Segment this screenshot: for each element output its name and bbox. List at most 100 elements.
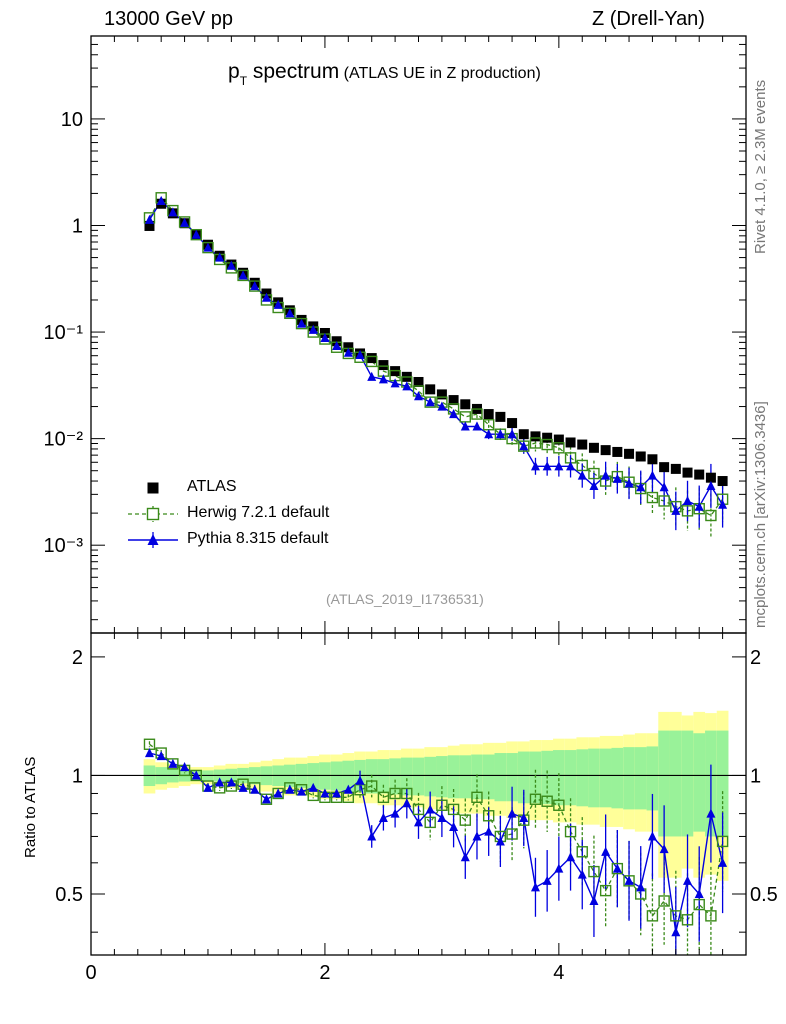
main-y-tick-label: 10⁻¹ [44, 322, 84, 344]
herwig-ratio-point [658, 895, 670, 907]
pythia-point [495, 429, 505, 439]
pythia-ratio-point [542, 875, 552, 885]
atlas-point [612, 446, 623, 457]
pythia-point [226, 260, 236, 270]
pythia-ratio-point [226, 777, 236, 787]
herwig-point [529, 437, 542, 449]
atlas-point [460, 399, 471, 410]
band-inner-bin [517, 751, 530, 804]
legend-pythia-marker [147, 534, 159, 545]
main-series-layer [143, 192, 729, 538]
herwig-point [658, 495, 670, 507]
pythia-point [414, 391, 423, 401]
pythia-point [694, 501, 704, 511]
band-inner-bin [564, 750, 577, 806]
pythia-ratio-point [437, 812, 447, 822]
atlas-point [565, 437, 576, 448]
band-inner-bin [646, 746, 659, 811]
atlas-point [577, 439, 588, 450]
ratio-ylabel: Ratio to ATLAS [22, 756, 39, 858]
legend-herwig-marker [146, 507, 160, 521]
herwig-ratio-point [366, 780, 378, 792]
pythia-ratio-point [647, 831, 657, 841]
pythia-point [343, 347, 353, 357]
pythia-point [647, 470, 657, 480]
pythia-ratio-point [624, 875, 634, 885]
pythia-ratio-point [566, 852, 576, 862]
herwig-point [178, 216, 191, 228]
main-y-tick-label: 10⁻³ [44, 535, 84, 557]
band-inner-bin [482, 754, 495, 800]
pythia-ratio-point [472, 831, 482, 841]
band-inner-bin [623, 747, 635, 810]
herwig-ratio-point [447, 803, 460, 816]
pythia-point [472, 421, 482, 431]
pythia-point [168, 207, 178, 217]
pythia-point [332, 340, 342, 351]
band-inner-bin [424, 756, 437, 797]
atlas-point [518, 429, 529, 440]
pythia-ratio-point [554, 863, 564, 873]
pythia-point [706, 480, 716, 490]
pythia-point [671, 505, 681, 515]
herwig-point [705, 509, 717, 522]
atlas-point [542, 432, 553, 443]
pythia-point [215, 252, 225, 262]
pythia-point [554, 461, 564, 471]
pythia-ratio-point [671, 927, 681, 937]
pythia-point [612, 473, 622, 483]
herwig-point [646, 491, 659, 504]
header-right: Z (Drell-Yan) [592, 8, 705, 30]
atlas-point [694, 469, 705, 480]
pythia-point [191, 229, 201, 239]
atlas-point [378, 360, 389, 371]
ratio-y-tick-label: 1 [72, 765, 83, 787]
herwig-ratio-point [412, 803, 425, 816]
pythia-ratio-point [308, 782, 318, 792]
legend-herwig: Herwig 7.2.1 default [187, 504, 330, 521]
herwig-ratio-point [705, 910, 717, 922]
band-inner-bin [494, 753, 507, 802]
atlas-point [483, 409, 494, 420]
atlas-point [600, 445, 611, 456]
herwig-ratio-point [564, 825, 577, 838]
herwig-ratio-point [553, 799, 565, 811]
header-left: 13000 GeV pp [104, 8, 233, 30]
atlas-point [588, 442, 599, 453]
pythia-ratio-point [659, 844, 669, 854]
atlas-point [717, 476, 728, 487]
herwig-point [471, 408, 483, 420]
pythia-ratio-point [390, 808, 400, 818]
band-inner-bin [669, 730, 682, 837]
pythia-ratio-point [343, 784, 353, 794]
herwig-line [148, 196, 724, 517]
pythia-point [683, 495, 693, 506]
pythia-ratio-point [530, 882, 540, 892]
pythia-point [261, 292, 271, 302]
atlas-point [507, 418, 518, 429]
pythia-point [238, 270, 248, 280]
band-inner-bin [377, 759, 390, 794]
pythia-point [203, 242, 213, 252]
band-inner-bin [634, 747, 647, 810]
atlas-point [366, 353, 377, 364]
pythia-ratio-point [519, 812, 529, 822]
ratio-y-tick-label-right: 0.5 [750, 884, 778, 906]
pythia-ratio-point [273, 788, 283, 798]
x-tick-label: 2 [319, 962, 330, 984]
pythia-point [378, 374, 388, 384]
ratio-series-layer [143, 738, 729, 955]
band-inner-bin [330, 761, 343, 791]
title-p: p [228, 60, 240, 83]
pythia-ratio-point [694, 888, 704, 899]
pythia-point [144, 214, 154, 224]
rivet-label: Rivet 4.1.0, ≥ 2.3M events [752, 79, 769, 254]
pythia-ratio-point [425, 804, 435, 814]
pythia-ratio-point [144, 747, 154, 758]
band-inner-bin [506, 753, 518, 802]
herwig-ratio-point [506, 828, 518, 840]
pythia-point [156, 195, 166, 205]
atlas-point [530, 431, 541, 442]
herwig-ratio-point [576, 846, 588, 858]
herwig-ratio-point [588, 865, 600, 878]
